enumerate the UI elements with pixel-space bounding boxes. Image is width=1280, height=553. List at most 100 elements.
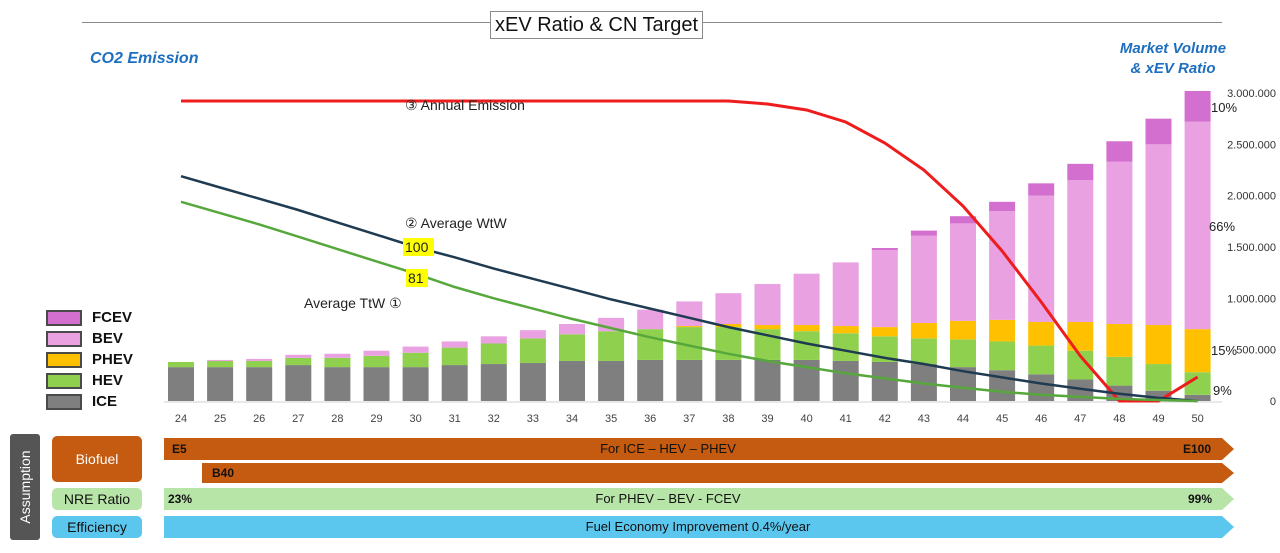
assumption-box <box>10 434 40 540</box>
bar-bev-25 <box>207 359 234 361</box>
bar-bev-34 <box>559 324 585 335</box>
ratio-label-phev: 15% <box>1211 343 1237 358</box>
legend-label-ice: ICE <box>92 393 118 410</box>
bar-ice-46 <box>1028 374 1055 401</box>
bar-phev-38 <box>715 324 742 328</box>
x-tick-28: 28 <box>331 413 343 425</box>
y-tick-2: 2.000.000 <box>1227 191 1276 203</box>
bar-hev-28 <box>324 357 351 368</box>
x-tick-50: 50 <box>1191 413 1203 425</box>
biofuel-left-label: E5 <box>172 442 187 456</box>
line-average-ttw <box>180 200 1198 403</box>
bar-ice-29 <box>363 367 390 401</box>
bar-phev-41 <box>832 326 859 334</box>
bar-ice-37 <box>676 359 703 401</box>
axis-group: 24 25 26 27 28 29 30 31 32 33 34 35 36 37 38 39 40 41 42 43… <box>164 88 1276 425</box>
x-tick-29: 29 <box>370 413 382 425</box>
bar-fcev-49 <box>1145 118 1172 145</box>
y-tick-0: 3.000.000 <box>1227 88 1276 100</box>
bar-bev-43 <box>910 235 937 323</box>
nre-right-label: 99% <box>1188 492 1213 506</box>
point-label-100: 100 <box>405 239 429 255</box>
bar-bev-42 <box>871 250 898 328</box>
bar-ice-30 <box>402 367 429 401</box>
bar-phev-50 <box>1184 329 1211 373</box>
label-average-wtw: ② Average WtW <box>405 215 508 231</box>
bar-phev-37 <box>676 326 703 328</box>
co2-emission-label: CO2 Emission <box>90 50 199 67</box>
labels-group: ③ Annual Emission ② Average WtW Average Tt… <box>304 97 1237 398</box>
x-tick-35: 35 <box>605 413 617 425</box>
bar-bev-26 <box>246 358 273 361</box>
bar-bev-28 <box>324 353 351 358</box>
legend-label-phev: PHEV <box>92 351 133 368</box>
bar-ice-41 <box>832 360 859 401</box>
point-label-81: 81 <box>408 270 424 286</box>
bar-ice-31 <box>441 365 468 401</box>
bar-fcev-43 <box>910 230 937 236</box>
biofuel-b-label: B40 <box>212 466 235 480</box>
bar-hev-50 <box>1184 372 1211 395</box>
market-volume-line1: Market Volume <box>1119 40 1227 57</box>
bar-hev-46 <box>1028 345 1055 375</box>
legend-swatch-hev <box>46 373 82 389</box>
bar-hev-43 <box>910 338 937 365</box>
bar-phev-40 <box>793 325 820 332</box>
biofuel-tag: Biofuel <box>52 436 142 482</box>
bar-bev-37 <box>676 301 703 327</box>
bar-bev-45 <box>989 211 1016 320</box>
nre-center-label: For PHEV – BEV - FCEV <box>595 491 741 506</box>
bar-hev-31 <box>441 347 468 366</box>
lines-group <box>180 99 1199 403</box>
x-tick-37: 37 <box>683 413 695 425</box>
bar-ice-32 <box>480 364 507 401</box>
x-tick-49: 49 <box>1152 413 1164 425</box>
bar-phev-49 <box>1145 325 1172 365</box>
x-tick-41: 41 <box>840 413 852 425</box>
bar-ice-24 <box>168 367 194 401</box>
nre-tag: NRE Ratio <box>52 488 142 510</box>
bar-bev-30 <box>402 346 429 353</box>
bar-bev-47 <box>1067 180 1094 322</box>
bar-bev-38 <box>715 293 742 324</box>
bar-hev-41 <box>832 333 859 361</box>
x-tick-26: 26 <box>253 413 265 425</box>
bar-ice-36 <box>637 359 664 401</box>
chart-title: xEV Ratio & CN Target <box>490 11 704 39</box>
efficiency-center-label: Fuel Economy Improvement 0.4%/year <box>585 519 811 534</box>
bar-ice-49 <box>1145 390 1172 401</box>
bar-bev-31 <box>441 341 468 348</box>
bar-hev-32 <box>480 343 507 365</box>
nre-arrow <box>164 488 1234 510</box>
biofuel-arrow-b <box>202 463 1234 483</box>
legend-label-fcev: FCEV <box>92 309 133 326</box>
nre-left-label: 23% <box>168 492 193 506</box>
bar-bev-40 <box>793 273 820 326</box>
y-tick-5: 500.000 <box>1236 345 1276 357</box>
bar-ice-50 <box>1184 394 1211 401</box>
market-volume-label: Market Volume & xEV Ratio <box>1100 39 1246 79</box>
bar-bev-32 <box>480 336 507 344</box>
legend-label-hev: HEV <box>92 372 123 389</box>
bar-phev-39 <box>754 325 781 330</box>
bar-bev-41 <box>832 262 859 327</box>
x-tick-46: 46 <box>1035 413 1047 425</box>
bar-ice-39 <box>754 359 781 401</box>
x-tick-38: 38 <box>722 413 734 425</box>
label-annual-emission: ③ Annual Emission <box>405 97 525 113</box>
bar-phev-48 <box>1106 324 1133 357</box>
bar-hev-35 <box>598 331 625 361</box>
biofuel-right-label: E100 <box>1183 442 1212 456</box>
bar-phev-45 <box>989 319 1016 342</box>
bar-hev-44 <box>950 339 976 368</box>
x-tick-33: 33 <box>527 413 539 425</box>
bar-bev-39 <box>754 283 781 326</box>
bar-ice-27 <box>285 365 312 401</box>
bar-ice-26 <box>246 367 273 401</box>
ratio-label-bev: 66% <box>1209 219 1235 234</box>
bar-ice-33 <box>519 363 546 401</box>
legend-swatch-bev <box>46 331 82 347</box>
x-tick-27: 27 <box>292 413 304 425</box>
label-average-ttw: Average TtW ① <box>304 295 402 311</box>
